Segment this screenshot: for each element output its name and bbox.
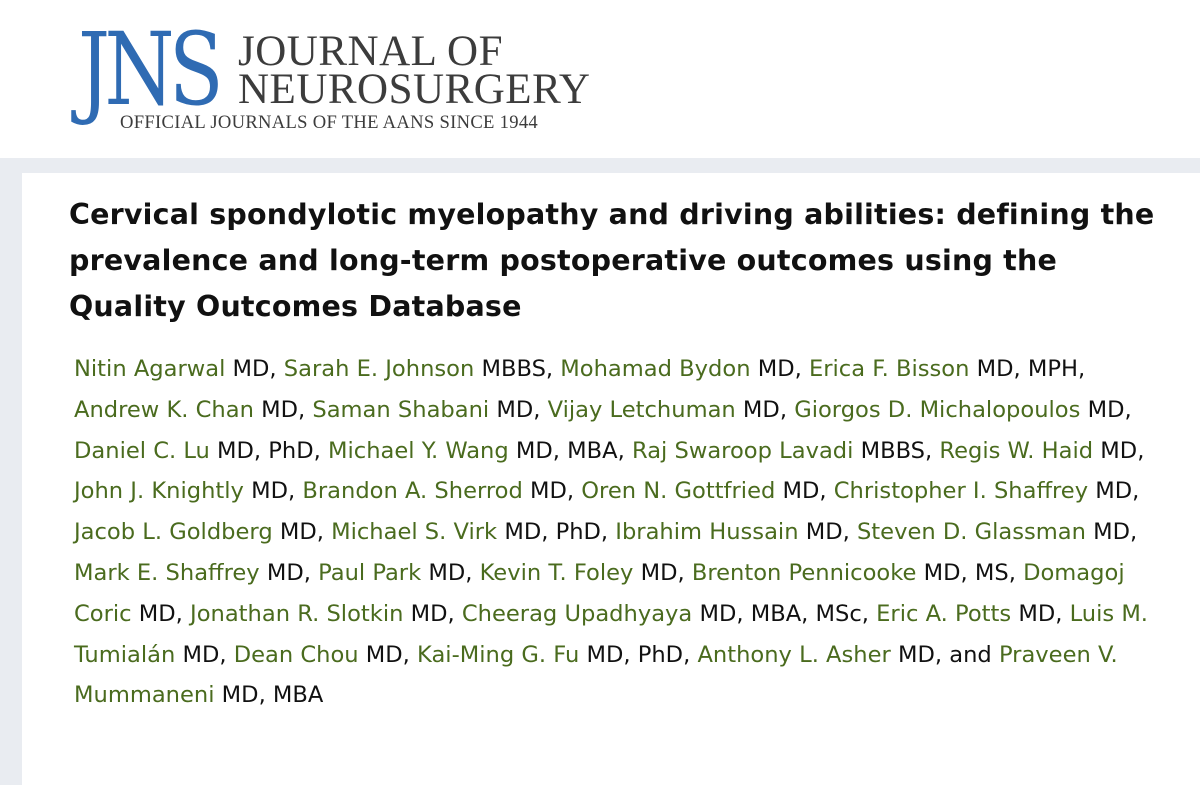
author-credentials: MD,: [798, 519, 857, 546]
logo-title-line2: NEUROSURGERY: [238, 66, 591, 113]
author-credentials: MD,: [403, 600, 462, 627]
author-link[interactable]: Erica F. Bisson: [808, 356, 970, 382]
author-credentials: MD, PhD,: [497, 519, 616, 546]
author-credentials: MD,: [735, 396, 795, 423]
author-credentials: MD,: [1085, 519, 1138, 546]
article-card: Cervical spondylotic myelopathy and driv…: [22, 173, 1200, 785]
author-link[interactable]: Saman Shabani: [312, 396, 490, 423]
logo-mark: JNS: [78, 11, 224, 128]
author-link[interactable]: Nitin Agarwal: [74, 356, 226, 382]
author-credentials: MD, MBA, MSc,: [692, 600, 877, 627]
author-link[interactable]: Andrew K. Chan: [74, 396, 254, 423]
author-link[interactable]: Giorgos D. Michalopoulos: [794, 396, 1081, 423]
author-link[interactable]: Christopher I. Shaffrey: [833, 478, 1089, 505]
author-credentials: MD, MBA,: [508, 437, 632, 464]
logo-title-line1: JOURNAL OF: [238, 28, 504, 75]
author-credentials: MBBS,: [474, 356, 561, 382]
author-credentials: MD,: [633, 559, 692, 586]
author-link[interactable]: Oren N. Gottfried: [581, 478, 776, 505]
author-credentials: MD,: [131, 600, 191, 627]
logo-tagline: OFFICIAL JOURNALS OF THE AANS SINCE 1944: [120, 112, 539, 133]
author-link[interactable]: Jonathan R. Slotkin: [190, 600, 404, 627]
author-link[interactable]: Anthony L. Asher: [697, 641, 891, 668]
author-link[interactable]: Kevin T. Foley: [479, 559, 634, 586]
author-credentials: MD,: [272, 519, 332, 546]
author-list: Nitin Agarwal MD, Sarah E. Johnson MBBS,…: [74, 349, 1174, 716]
author-link[interactable]: Jacob L. Goldberg: [74, 519, 273, 546]
author-link[interactable]: Vijay Letchuman: [547, 396, 736, 423]
author-link[interactable]: Cheerag Upadhyaya: [461, 600, 693, 627]
author-link[interactable]: Steven D. Glassman: [856, 519, 1086, 546]
author-link[interactable]: Ibrahim Hussain: [615, 519, 799, 546]
author-credentials: MBBS,: [853, 437, 940, 464]
author-credentials: MD,: [1080, 396, 1132, 423]
author-credentials: MD, PhD,: [579, 641, 698, 668]
article-title: Cervical spondylotic myelopathy and driv…: [69, 198, 1155, 323]
author-link[interactable]: John J. Knightly: [74, 478, 244, 505]
journal-logo[interactable]: JNS JOURNAL OF NEUROSURGERY OFFICIAL JOU…: [78, 20, 590, 136]
author-link[interactable]: Daniel C. Lu: [74, 437, 210, 464]
author-credentials: MD, and: [890, 641, 999, 668]
author-link[interactable]: Michael S. Virk: [331, 519, 498, 546]
author-credentials: MD,: [1011, 600, 1070, 627]
author-credentials: MD,: [259, 559, 319, 586]
author-credentials: MD,: [421, 559, 480, 586]
author-link[interactable]: Regis W. Haid: [939, 437, 1094, 464]
author-link[interactable]: Dean Chou: [233, 641, 359, 668]
author-link[interactable]: Praveen V. Mummaneni: [74, 641, 1118, 709]
site-header: JNS JOURNAL OF NEUROSURGERY OFFICIAL JOU…: [0, 0, 1200, 158]
author-credentials: MD,: [489, 396, 548, 423]
author-link[interactable]: Sarah E. Johnson: [283, 356, 475, 382]
author-link[interactable]: Eric A. Potts: [876, 600, 1012, 627]
author-credentials: MD,: [253, 396, 313, 423]
author-credentials: MD,: [775, 478, 834, 505]
author-credentials: MD, MBA: [214, 682, 324, 709]
author-credentials: MD,: [522, 478, 582, 505]
author-link[interactable]: Mark E. Shaffrey: [74, 559, 260, 586]
author-credentials: MD, MS,: [916, 559, 1024, 586]
author-credentials: MD,: [750, 356, 809, 382]
author-link[interactable]: Luis M. Tumialán: [74, 600, 1148, 668]
author-credentials: MD,: [225, 356, 284, 382]
author-link[interactable]: Mohamad Bydon: [560, 356, 751, 382]
author-credentials: MD, PhD,: [209, 437, 329, 464]
author-link[interactable]: Domagoj Coric: [74, 559, 1125, 627]
author-link[interactable]: Michael Y. Wang: [328, 437, 509, 464]
author-link[interactable]: Kai-Ming G. Fu: [417, 641, 580, 668]
author-credentials: MD, MPH,: [969, 356, 1086, 382]
author-credentials: MD,: [243, 478, 303, 505]
author-credentials: MD,: [358, 641, 418, 668]
author-link[interactable]: Brandon A. Sherrod: [302, 478, 523, 505]
author-credentials: MD,: [1088, 478, 1140, 505]
author-link[interactable]: Paul Park: [318, 559, 422, 586]
author-credentials: MD,: [1093, 437, 1145, 464]
author-link[interactable]: Brenton Pennicooke: [691, 559, 917, 586]
author-link[interactable]: Raj Swaroop Lavadi: [632, 437, 854, 464]
author-credentials: MD,: [175, 641, 234, 668]
